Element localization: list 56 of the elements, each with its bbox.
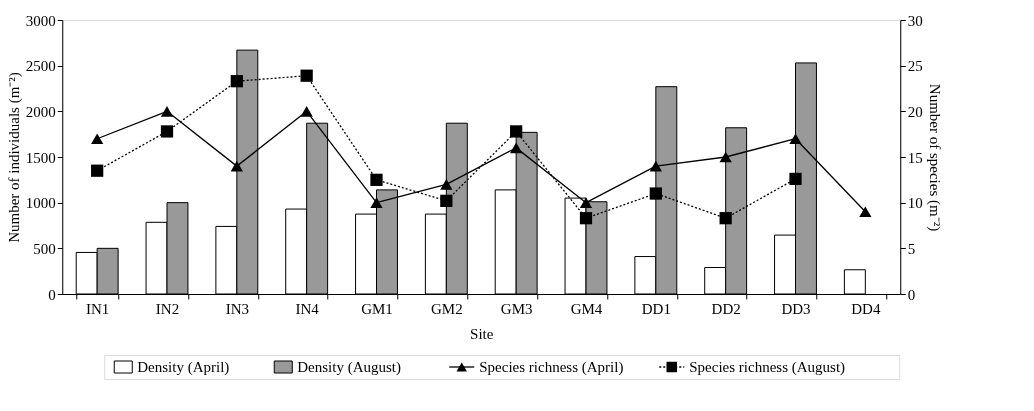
x-tick-label: GM2 xyxy=(431,300,463,317)
point xyxy=(719,151,732,163)
y-tick-label: 2000 xyxy=(25,103,56,120)
point xyxy=(300,106,313,117)
y-tick-label: 3000 xyxy=(25,12,56,29)
x-tick-label: GM3 xyxy=(500,300,533,317)
x-tick-label: IN4 xyxy=(295,300,320,317)
x-tick-label: IN3 xyxy=(225,300,249,317)
y-tick-label: 500 xyxy=(33,240,56,257)
x-tick-label: DD4 xyxy=(851,300,881,317)
point xyxy=(649,187,662,200)
y2-tick-label: 30 xyxy=(907,12,923,29)
point xyxy=(440,194,453,207)
x-tick-label: IN1 xyxy=(86,300,110,317)
y2-tick-label: 0 xyxy=(907,286,916,303)
point xyxy=(510,142,523,154)
point xyxy=(160,106,174,117)
point xyxy=(440,179,453,190)
point xyxy=(510,125,523,138)
point xyxy=(160,125,174,138)
point xyxy=(649,160,662,172)
y2-tick-label: 25 xyxy=(907,58,923,75)
y2-tick-label: 15 xyxy=(907,149,923,166)
legend-label: Density (August) xyxy=(297,359,401,376)
x-tick-label: IN2 xyxy=(155,300,180,317)
point xyxy=(230,75,243,88)
point xyxy=(370,197,383,208)
point xyxy=(91,133,104,145)
x-tick-label: GM1 xyxy=(361,300,393,317)
y-tick-label: 0 xyxy=(48,286,56,303)
x-tick-label: GM4 xyxy=(570,300,603,317)
legend-label: Species richness (August) xyxy=(689,359,846,376)
point xyxy=(370,173,383,186)
legend-label: Density (April) xyxy=(137,359,230,376)
point xyxy=(789,133,802,145)
point xyxy=(719,212,732,225)
y2-tick-label: 5 xyxy=(907,240,916,257)
y-tick-label: 2500 xyxy=(25,58,56,75)
y2-tick-label: 10 xyxy=(907,195,923,212)
point xyxy=(859,206,872,218)
x-axis-title: Site xyxy=(470,325,494,342)
point xyxy=(91,164,104,177)
point xyxy=(579,212,593,225)
legend-label: Species richness (April) xyxy=(479,359,624,376)
point xyxy=(579,197,593,208)
point xyxy=(789,172,802,186)
x-tick-label: DD1 xyxy=(641,300,671,317)
y-tick-label: 1500 xyxy=(25,149,56,166)
point xyxy=(230,160,243,172)
y-tick-label: 1000 xyxy=(25,195,56,212)
point xyxy=(300,69,313,82)
x-tick-label: DD3 xyxy=(781,300,811,317)
x-tick-label: DD2 xyxy=(711,300,741,317)
y2-tick-label: 20 xyxy=(907,103,923,120)
y2-axis-title: Number of species (m⁻²) xyxy=(925,83,943,232)
y-axis-title: Number of individuals (m⁻²) xyxy=(5,72,23,243)
